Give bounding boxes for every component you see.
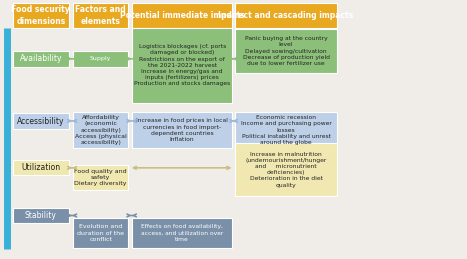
Text: Affordability
(economic
accessibility)
Access (physical
accessibility): Affordability (economic accessibility) A… (75, 115, 127, 145)
FancyBboxPatch shape (235, 143, 337, 196)
Text: Logistics blockages (cf. ports
damaged or blocked)
Restrictions on the export of: Logistics blockages (cf. ports damaged o… (134, 44, 230, 87)
FancyBboxPatch shape (13, 160, 69, 175)
FancyBboxPatch shape (235, 29, 337, 73)
Text: Indirect and cascading impacts: Indirect and cascading impacts (219, 11, 354, 20)
Text: Supply: Supply (90, 56, 111, 61)
FancyBboxPatch shape (132, 112, 232, 148)
Text: Accessibility: Accessibility (17, 117, 64, 126)
FancyBboxPatch shape (13, 208, 69, 223)
FancyBboxPatch shape (13, 51, 69, 67)
Text: Evolution and
duration of the
conflict: Evolution and duration of the conflict (77, 224, 124, 242)
Text: Panic buying at the country
level
Delayed sowing/cultivation
Decrease of product: Panic buying at the country level Delaye… (242, 36, 330, 66)
FancyBboxPatch shape (73, 218, 128, 248)
Text: Food quality and
safety
Dietary diversity: Food quality and safety Dietary diversit… (74, 169, 127, 186)
FancyBboxPatch shape (235, 3, 337, 28)
FancyBboxPatch shape (13, 113, 69, 129)
Text: Food security
dimensions: Food security dimensions (12, 5, 70, 26)
FancyBboxPatch shape (132, 28, 232, 103)
Text: Increase in malnutrition
(undernourishment/hunger
and     micronutrient
deficien: Increase in malnutrition (undernourishme… (245, 152, 327, 188)
FancyBboxPatch shape (132, 218, 232, 248)
Text: Effects on food availability,
access, and utilization over
time: Effects on food availability, access, an… (141, 224, 223, 242)
Text: Factors and
elements: Factors and elements (75, 5, 126, 26)
FancyBboxPatch shape (73, 165, 128, 190)
FancyBboxPatch shape (73, 51, 128, 67)
FancyBboxPatch shape (73, 112, 128, 148)
FancyBboxPatch shape (235, 112, 337, 148)
Text: Potential immediate impacts: Potential immediate impacts (120, 11, 245, 20)
Text: Availability: Availability (20, 54, 62, 63)
Text: Utilization: Utilization (21, 163, 60, 172)
FancyBboxPatch shape (132, 3, 232, 28)
Text: Economic recession
Income and purchasing power
losses
Political instability and : Economic recession Income and purchasing… (241, 115, 332, 145)
FancyBboxPatch shape (73, 3, 128, 28)
FancyBboxPatch shape (13, 3, 69, 28)
Text: Stability: Stability (25, 211, 57, 220)
Text: Increase in food prices in local
currencies in food import-
dependent countries
: Increase in food prices in local currenc… (136, 118, 228, 142)
